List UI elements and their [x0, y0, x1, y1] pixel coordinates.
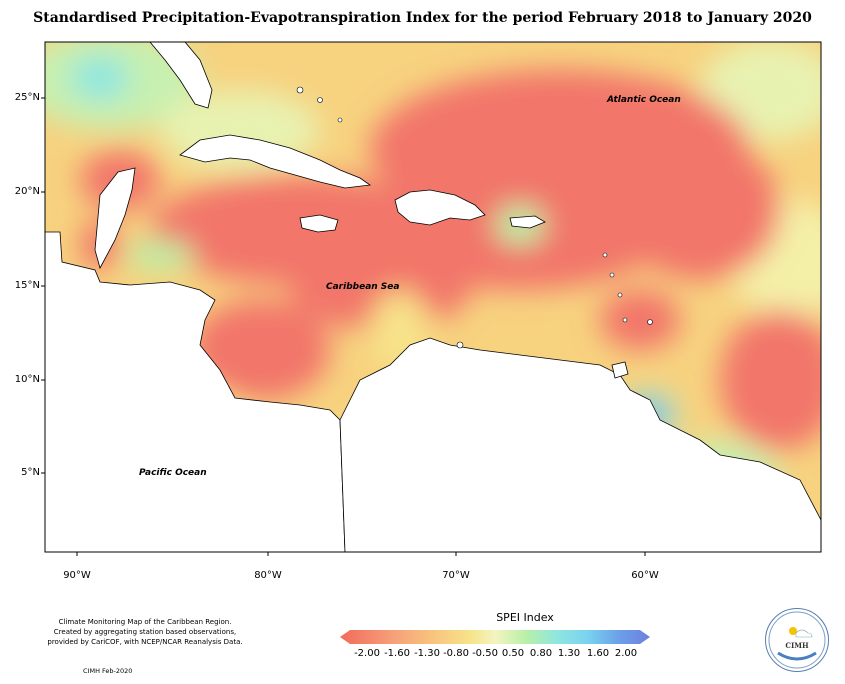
lat-label: 25°N — [14, 92, 40, 103]
legend-title: SPEI Index — [496, 611, 554, 624]
legend-tick: -2.00 — [354, 648, 380, 659]
lon-label: 60°W — [631, 570, 659, 581]
credit-text: CIMH Feb-2020 — [83, 667, 133, 675]
footnote-line: Climate Monitoring Map of the Caribbean … — [58, 618, 232, 626]
legend-colorbar — [340, 630, 650, 644]
logo-text: CIMH — [785, 641, 809, 650]
cimh-logo: CIMH — [765, 608, 829, 672]
legend-tick: -0.80 — [443, 648, 469, 659]
legend-tick: -1.60 — [384, 648, 410, 659]
lat-label: 20°N — [14, 186, 40, 197]
lon-label: 90°W — [63, 570, 91, 581]
legend-tick: -0.50 — [472, 648, 498, 659]
map-title: Standardised Precipitation-Evapotranspir… — [33, 10, 812, 26]
land — [45, 42, 821, 552]
legend-tick: -1.30 — [414, 648, 440, 659]
caribbean-label: Caribbean Sea — [326, 282, 400, 292]
atlantic-label: Atlantic Ocean — [607, 95, 681, 105]
pacific-label: Pacific Ocean — [139, 468, 207, 478]
footnote: Climate Monitoring Map of the Caribbean … — [0, 617, 290, 647]
sun-icon — [768, 611, 826, 669]
footnote-line: provided by CariCOF, with NCEP/NCAR Rean… — [47, 638, 243, 646]
spei-field — [45, 42, 821, 552]
legend-tick: 1.30 — [557, 648, 581, 659]
footnote-line: Created by aggregating station based obs… — [53, 628, 237, 636]
lat-label: 10°N — [14, 374, 40, 385]
axis-ticks — [41, 97, 646, 556]
lat-label: 15°N — [14, 280, 40, 291]
legend-tick: 0.80 — [529, 648, 553, 659]
legend-tick: 1.60 — [586, 648, 610, 659]
map-frame — [44, 41, 822, 553]
lon-label: 80°W — [254, 570, 282, 581]
legend-tick: 0.50 — [501, 648, 525, 659]
lon-label: 70°W — [442, 570, 470, 581]
legend-tick: 2.00 — [614, 648, 638, 659]
lat-label: 5°N — [21, 467, 40, 478]
